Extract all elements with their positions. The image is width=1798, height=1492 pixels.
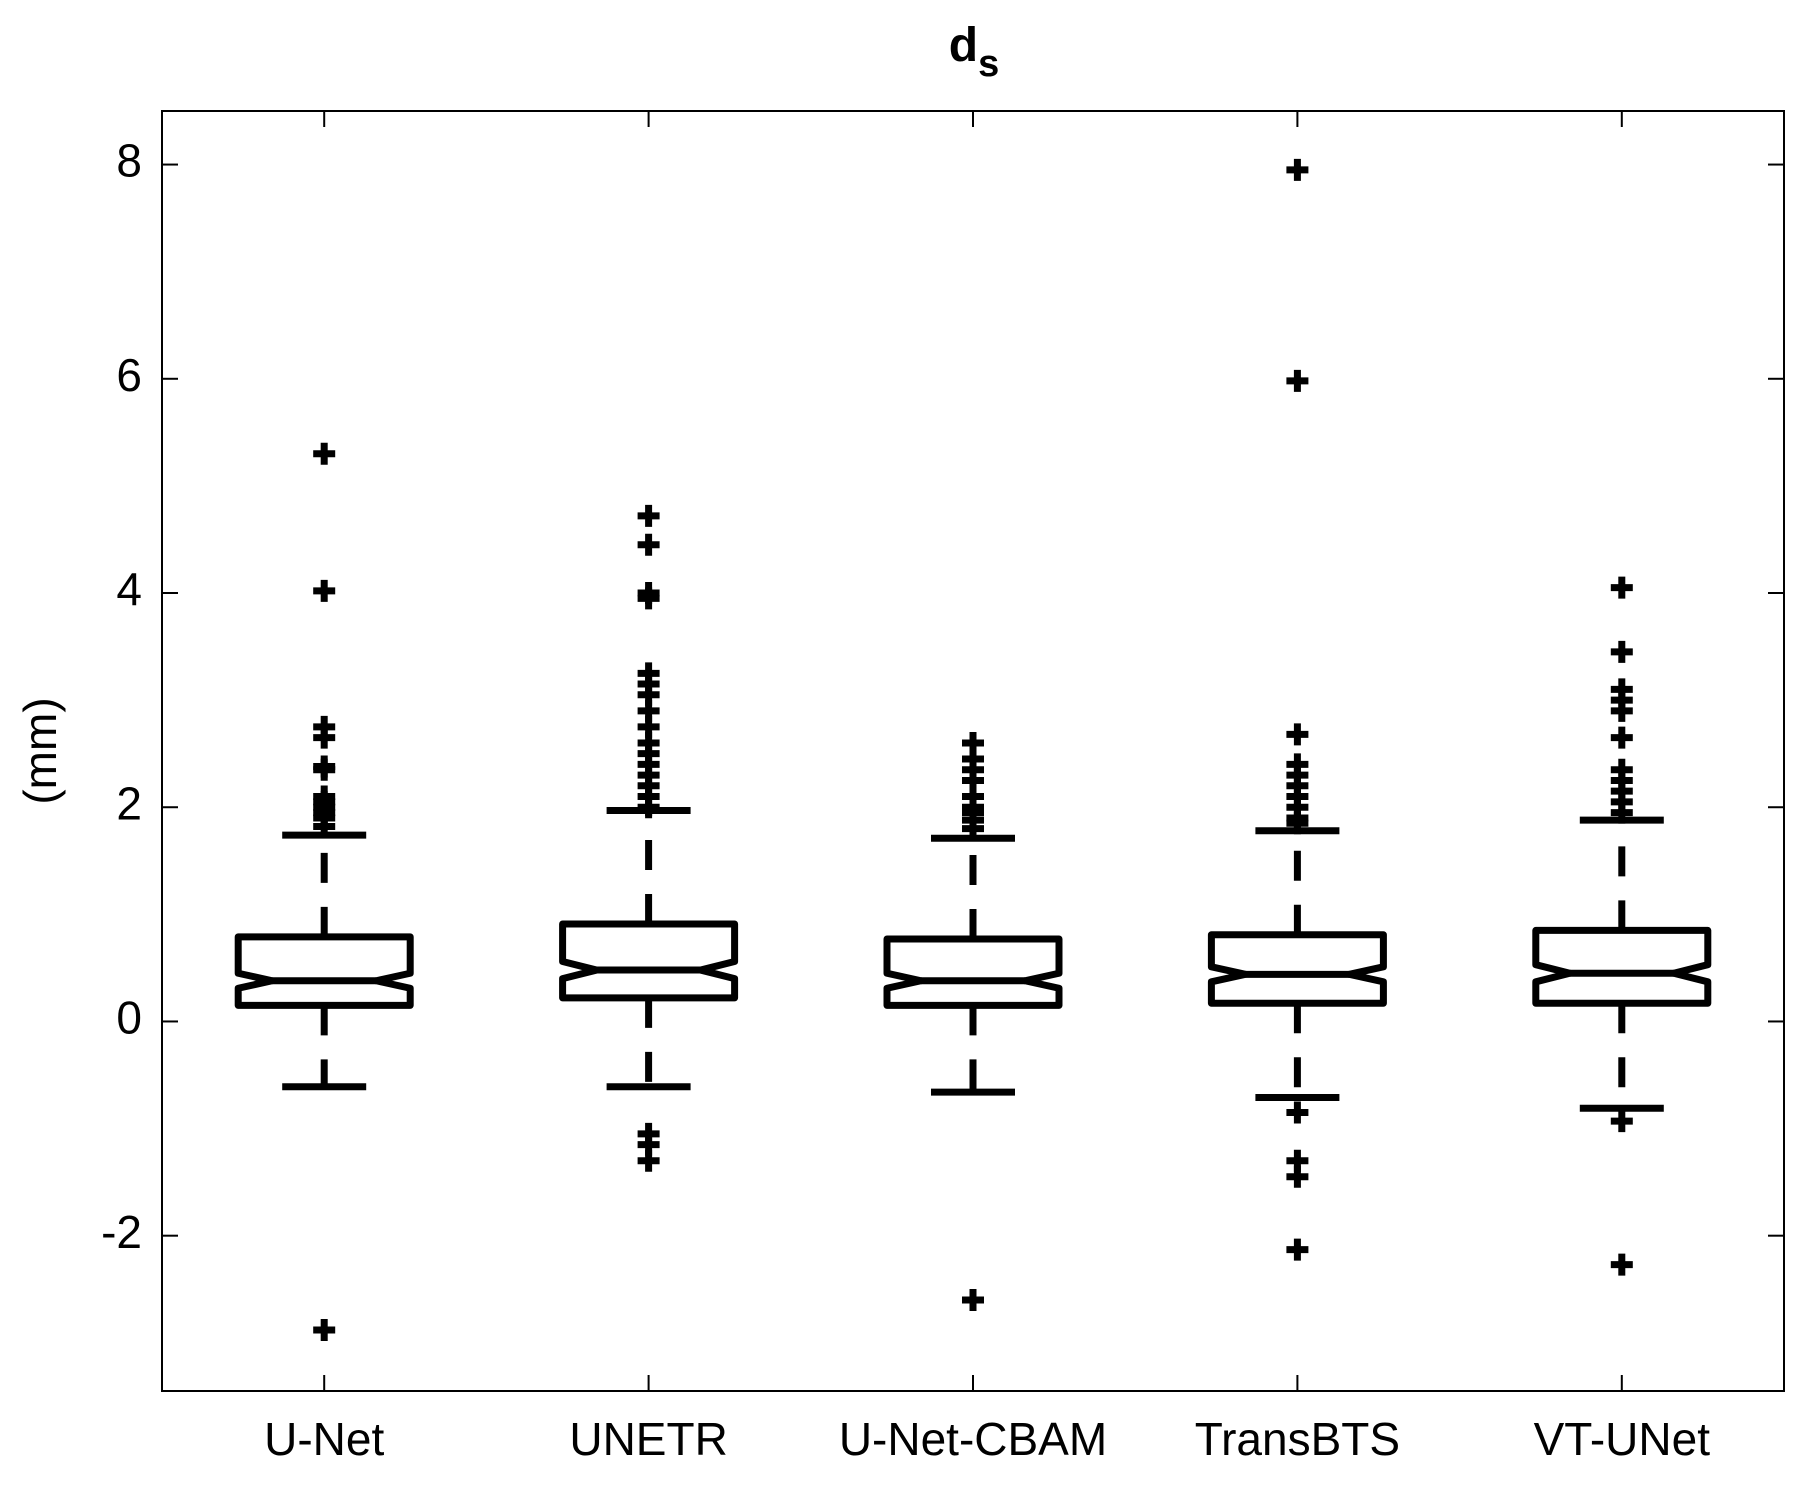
box [1207,931,1387,1007]
outlier [313,442,336,465]
x-tick-label: UNETR [569,1413,727,1465]
y-tick-label: 6 [116,349,142,401]
y-tick-label: -2 [101,1206,142,1258]
outlier [962,817,984,840]
outlier [962,1288,984,1311]
x-tick-label: TransBTS [1195,1413,1400,1465]
outlier [1610,1253,1633,1276]
outlier [1286,723,1309,746]
outlier [1610,699,1633,722]
box [559,920,739,1002]
title-subscript: s [978,43,999,85]
outlier [1286,158,1309,181]
outlier [313,726,336,749]
y-tick-label: 4 [116,563,142,615]
outlier [637,796,660,819]
outlier [637,587,660,610]
outlier [637,504,660,527]
outlier [313,815,336,838]
outlier [1610,1110,1633,1133]
x-tick-label: VT-UNet [1534,1413,1711,1465]
box [234,933,414,1009]
y-tick-label: 2 [116,777,142,829]
outlier [313,758,336,781]
outlier [1610,726,1633,749]
outlier [637,1149,660,1172]
y-tick-label: 8 [116,135,142,187]
box [883,935,1063,1009]
outlier [1286,1238,1309,1261]
outlier [1286,1101,1309,1124]
box [1532,926,1712,1007]
outlier [1286,369,1309,392]
x-tick-label: U-Net-CBAM [839,1413,1107,1465]
y-tick-label: 0 [116,992,142,1044]
outlier [1610,576,1633,599]
outlier [1286,812,1309,835]
x-tick-label: U-Net [264,1413,384,1465]
outlier [313,579,336,602]
outlier [1610,801,1633,824]
outlier [1286,1165,1309,1188]
chart-title: ds [949,19,999,85]
outlier [1610,640,1633,663]
y-axis-label: (mm) [14,697,66,804]
outlier [313,1318,336,1341]
title-main: d [949,19,978,72]
outlier [637,533,660,556]
